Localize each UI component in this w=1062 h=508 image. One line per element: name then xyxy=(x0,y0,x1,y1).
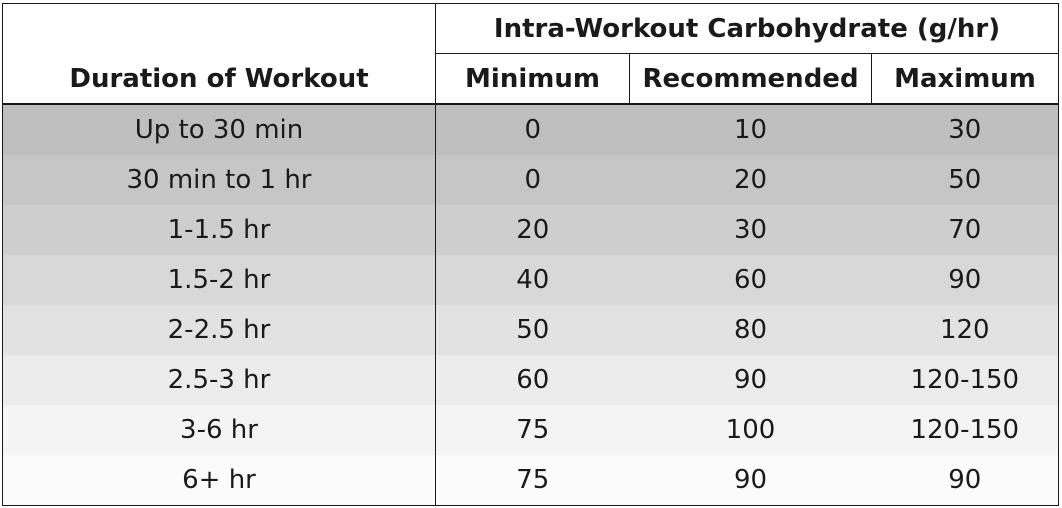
duration-cell: Up to 30 min xyxy=(2,104,436,155)
recommended-cell: 90 xyxy=(629,455,872,506)
duration-cell: 2-2.5 hr xyxy=(2,305,436,355)
carbohydrate-group-header: Intra-Workout Carbohydrate (g/hr) xyxy=(434,3,1060,54)
maximum-cell: 120 xyxy=(871,305,1060,355)
duration-cell: 3-6 hr xyxy=(2,405,436,455)
duration-cell: 6+ hr xyxy=(2,455,436,506)
duration-cell: 1.5-2 hr xyxy=(2,255,436,305)
maximum-cell: 70 xyxy=(871,205,1060,255)
column-header-minimum: Minimum xyxy=(435,53,630,105)
maximum-cell: 50 xyxy=(871,155,1060,205)
recommended-cell: 80 xyxy=(733,315,768,345)
minimum-cell: 0 xyxy=(435,155,630,205)
table-row: 2.5-3 hr 60 90 120-150 xyxy=(2,355,1060,405)
duration-cell: 1-1.5 hr xyxy=(2,205,436,255)
minimum-cell: 60 xyxy=(435,355,630,405)
minimum-cell: 20 xyxy=(435,205,630,255)
duration-cell: 30 min to 1 hr xyxy=(2,155,436,205)
table-row: 6+ hr 75 90 90 xyxy=(2,455,1060,506)
carbohydrate-table: Duration of Workout Intra-Workout Carboh… xyxy=(2,3,1060,506)
recommended-cell: 60 xyxy=(733,265,768,295)
maximum-cell: 120-150 xyxy=(871,405,1060,455)
minimum-cell: 0 xyxy=(435,104,630,155)
table-row: 30 min to 1 hr 0 20 50 xyxy=(2,155,1060,205)
table-row: 1.5-2 hr 40 60 90 xyxy=(2,255,1060,305)
table-row: 1-1.5 hr 20 30 70 xyxy=(2,205,1060,255)
duration-cell: 2.5-3 hr xyxy=(2,355,436,405)
maximum-cell: 90 xyxy=(871,455,1060,506)
minimum-cell: 40 xyxy=(435,255,630,305)
recommended-cell: 10 xyxy=(733,115,768,145)
maximum-cell: 90 xyxy=(871,255,1060,305)
table-row: Up to 30 min 0 10 30 xyxy=(2,104,1060,155)
table-row: 3-6 hr 75 100 120-150 xyxy=(2,405,1060,455)
minimum-cell: 50 xyxy=(435,305,630,355)
minimum-cell: 75 xyxy=(435,455,630,506)
minimum-cell: 75 xyxy=(435,405,630,455)
maximum-cell: 30 xyxy=(871,104,1060,155)
recommended-cell: 100 xyxy=(725,415,776,445)
column-header-recommended: Recommended xyxy=(629,53,872,105)
maximum-cell: 120-150 xyxy=(871,355,1060,405)
header-row-group: Duration of Workout Intra-Workout Carboh… xyxy=(2,3,1060,105)
header-row-columns: Minimum Recommended Maximum xyxy=(3,53,1060,105)
column-header-maximum: Maximum xyxy=(870,53,1060,105)
duration-header: Duration of Workout xyxy=(2,3,436,105)
table-row: 2-2.5 hr 50 80 120 xyxy=(2,305,1060,355)
recommended-cell: 20 xyxy=(733,165,768,195)
recommended-cell: 90 xyxy=(733,365,768,395)
recommended-cell: 30 xyxy=(733,215,768,245)
